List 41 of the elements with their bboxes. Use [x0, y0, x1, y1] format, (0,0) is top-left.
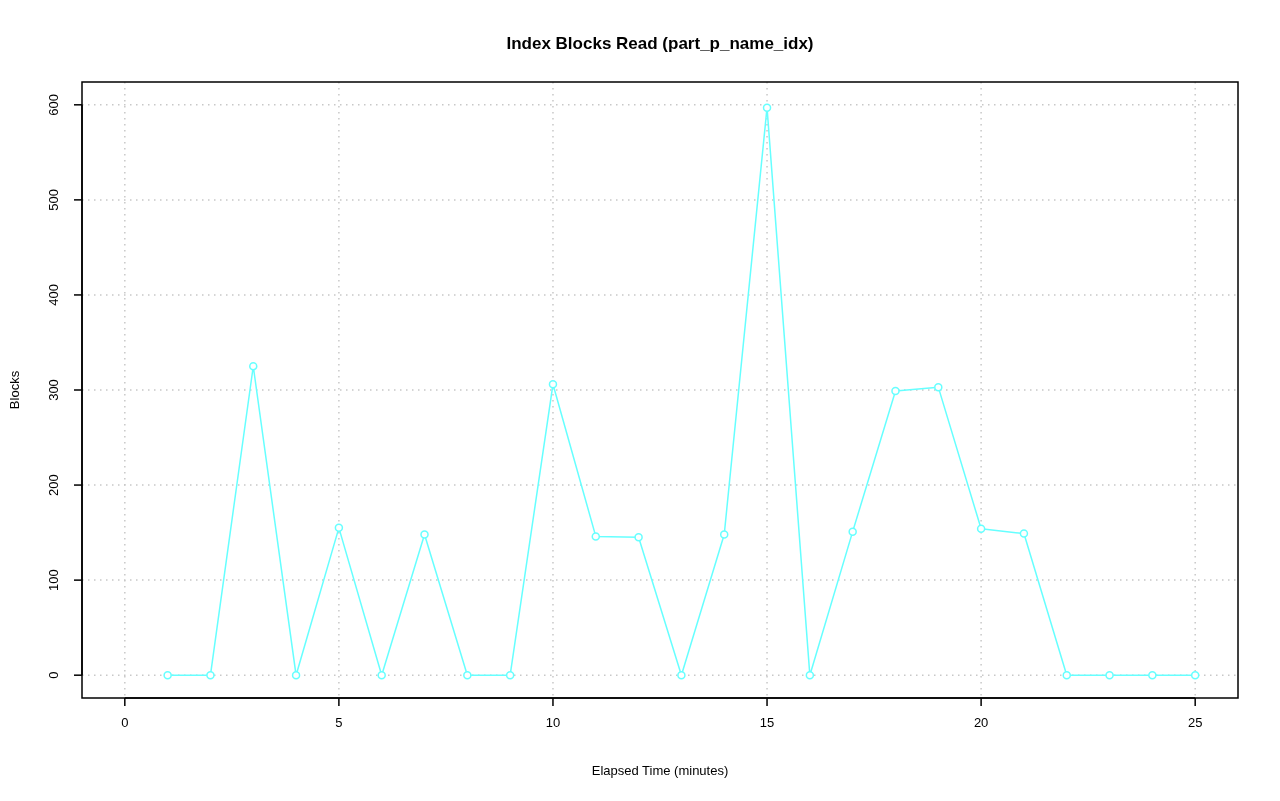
point — [1062, 670, 1071, 680]
y-tick-label: 400 — [46, 284, 61, 306]
point — [291, 670, 301, 680]
point — [762, 103, 772, 112]
x-tick-label: 20 — [973, 715, 989, 730]
y-axis-title: Blocks — [7, 370, 22, 410]
point — [805, 670, 815, 680]
point — [976, 524, 986, 534]
point — [377, 670, 386, 680]
point — [719, 530, 729, 539]
point — [677, 670, 686, 680]
point — [420, 530, 429, 539]
point — [163, 670, 172, 680]
y-tick-label: 200 — [46, 474, 61, 496]
point — [848, 527, 857, 536]
y-tick-label: 100 — [46, 569, 61, 591]
y-tick-label: 0 — [46, 671, 61, 679]
point — [934, 382, 943, 392]
point — [334, 523, 344, 533]
point — [548, 380, 558, 389]
point — [1019, 529, 1029, 538]
point — [1105, 670, 1114, 680]
point — [463, 670, 472, 680]
chart-title: Index Blocks Read (part_p_name_idx) — [506, 34, 814, 53]
x-tick-label: 0 — [121, 715, 129, 730]
point — [1190, 670, 1200, 680]
x-tick-label: 10 — [545, 715, 561, 730]
point — [634, 533, 643, 542]
point — [1148, 670, 1157, 680]
point — [891, 386, 900, 396]
y-tick-label: 500 — [46, 189, 61, 211]
y-tick-label: 600 — [46, 93, 61, 116]
x-tick-label: 15 — [759, 715, 775, 730]
point — [591, 532, 601, 541]
y-tick-label: 300 — [46, 379, 61, 401]
x-axis-title: Elapsed Time (minutes) — [591, 763, 729, 778]
point — [505, 670, 515, 680]
x-tick-label: 5 — [335, 715, 343, 730]
x-tick-label: 25 — [1187, 715, 1203, 730]
point — [249, 361, 258, 371]
point — [206, 670, 215, 680]
